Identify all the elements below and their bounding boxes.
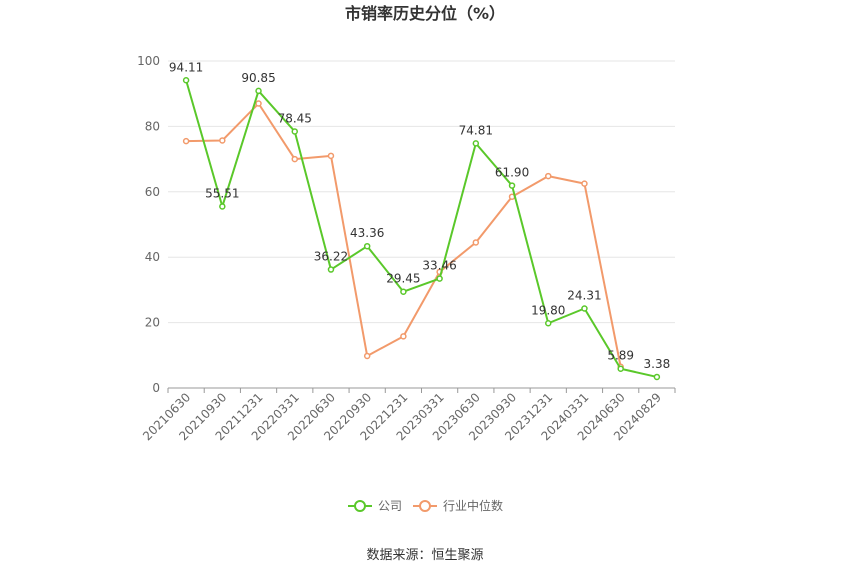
data-label: 78.45 [278,111,312,125]
y-tick-label: 60 [145,185,160,199]
series-point-0[interactable] [291,128,298,135]
series-point-0[interactable] [255,87,262,95]
series-point-0[interactable] [219,203,226,210]
chart-title: 市销率历史分位（%） [345,4,505,23]
series-point-1[interactable] [291,155,298,163]
data-label: 55.51 [205,186,239,200]
data-label: 5.89 [607,349,634,363]
series-point-1[interactable] [363,352,371,360]
y-tick-label: 40 [145,250,160,264]
y-axis: 0 20 40 60 80 100 [137,54,160,395]
data-label: 19.80 [531,303,565,317]
series-point-1[interactable] [327,152,335,160]
data-label: 94.11 [169,60,203,74]
series-point-0[interactable] [182,77,190,84]
series-point-1[interactable] [400,333,407,340]
series-line-1 [186,102,622,367]
legend-label-company: 公司 [378,499,402,513]
data-label: 36.22 [314,250,348,264]
series-point-0[interactable] [508,182,516,189]
legend-label-industry-median: 行业中位数 [443,498,503,513]
y-tick-label: 100 [137,54,160,68]
y-tick-label: 80 [145,119,160,133]
series-point-0[interactable] [363,242,371,250]
plot-area [182,77,661,381]
data-label: 74.81 [459,123,493,137]
data-label: 90.85 [241,71,275,85]
data-label: 29.45 [386,272,420,286]
series-point-1[interactable] [545,172,552,180]
series-point-0[interactable] [581,305,588,312]
data-label: 33.46 [422,259,456,273]
series-point-0[interactable] [327,266,335,273]
series-point-1[interactable] [581,180,588,187]
grid [168,60,675,324]
series-point-0[interactable] [617,365,624,372]
series-point-0[interactable] [400,288,407,295]
legend[interactable]: 公司 行业中位数 [348,498,503,513]
data-label: 24.31 [567,289,601,303]
data-label: 61.90 [495,166,529,180]
series-point-0[interactable] [472,140,480,147]
legend-marker-company [354,500,366,512]
data-label: 43.36 [350,226,384,240]
series-point-0[interactable] [436,275,443,282]
series-point-0[interactable] [653,373,661,381]
legend-marker-industry-median [419,500,431,512]
y-tick-label: 20 [145,316,160,330]
series-point-0[interactable] [545,320,552,327]
y-tick-label: 0 [152,381,160,395]
series-line-0 [185,79,658,378]
series-point-1[interactable] [472,239,480,246]
legend-item-company[interactable]: 公司 [348,499,402,513]
series-point-1[interactable] [219,137,226,144]
series-point-1[interactable] [255,100,262,107]
x-axis: 2021063020210930202112312022033120220630… [140,387,676,443]
source-note: 数据来源：恒生聚源 [366,548,483,563]
legend-item-industry-median[interactable]: 行业中位数 [413,498,503,513]
data-label: 3.38 [644,357,671,371]
series-point-1[interactable] [182,137,190,145]
